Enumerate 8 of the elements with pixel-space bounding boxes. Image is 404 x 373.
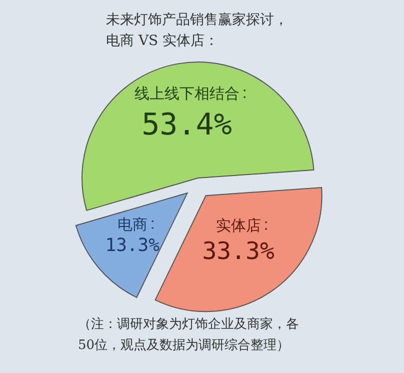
data-label: 13.3% (105, 235, 160, 256)
chart-title: 未来灯饰产品销售赢家探讨，电商 VS 实体店： (106, 11, 289, 51)
data-label: 33.3% (202, 237, 275, 266)
data-label: 53.4% (142, 108, 232, 143)
slice-label: 实体店 (216, 216, 261, 234)
slice-label: 线上线下相结合 (134, 84, 240, 103)
slice-label: 电商 (117, 216, 148, 234)
text: （注：调研对象为灯饰企业及商家，各50位，观点及数据为调研综合整理） (78, 316, 300, 355)
